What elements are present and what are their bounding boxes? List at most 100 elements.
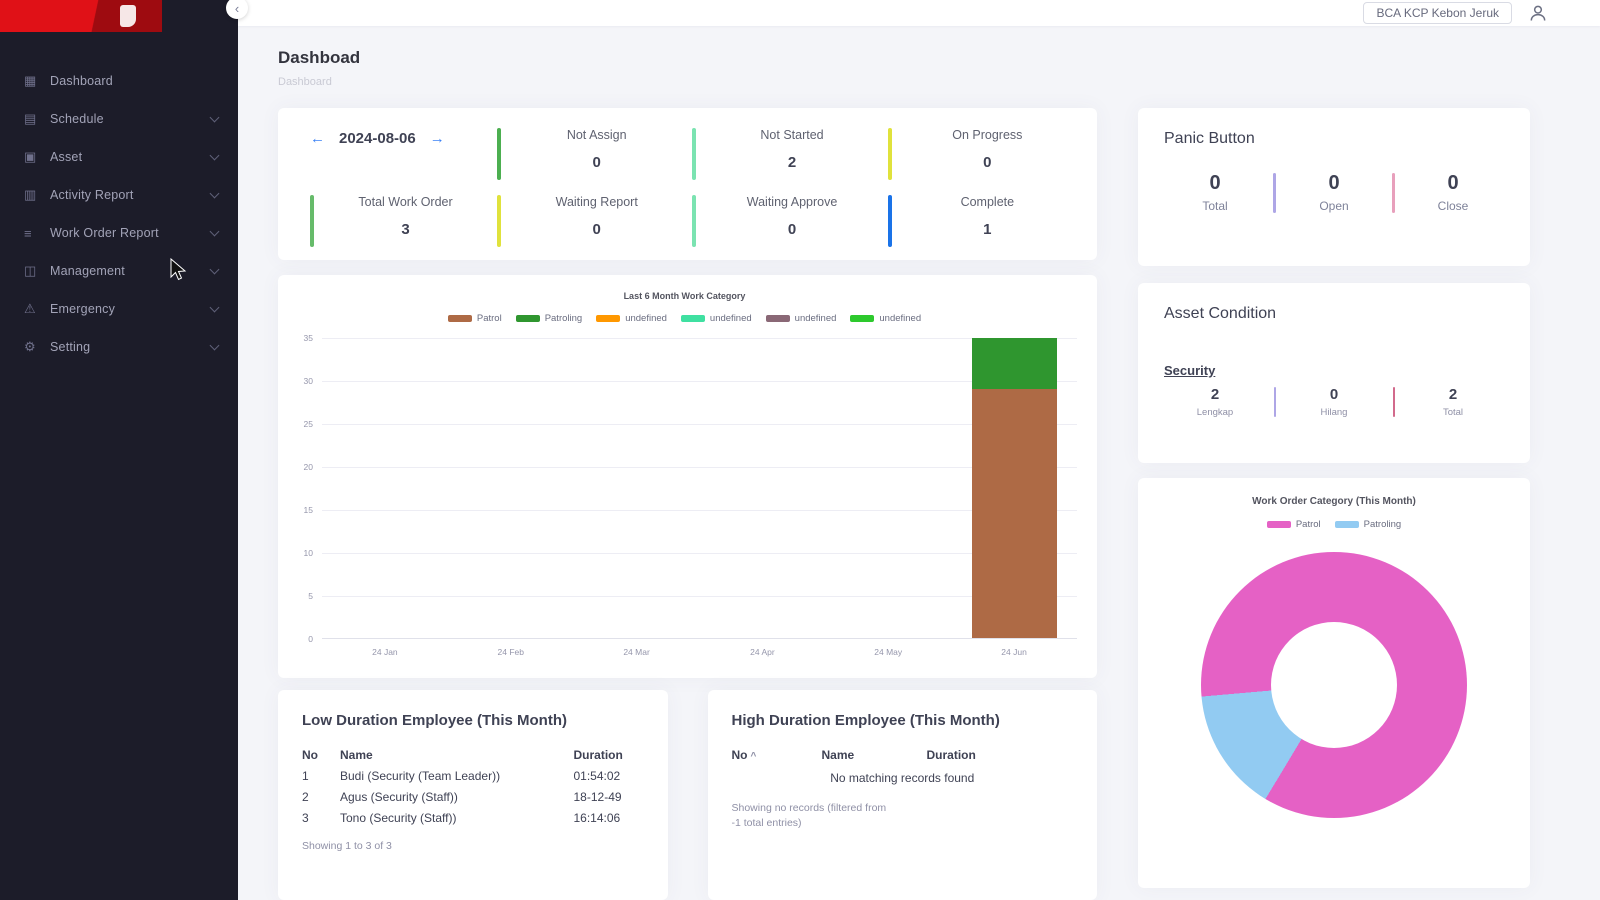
table-row[interactable]: 1 Budi (Security (Team Leader)) 01:54:02 bbox=[302, 765, 644, 786]
breadcrumb[interactable]: Dashboard bbox=[278, 76, 332, 88]
stat-value: 2 bbox=[787, 154, 797, 171]
sidebar-item-activity-report[interactable]: ▥ Activity Report bbox=[0, 176, 238, 214]
legend-swatch bbox=[596, 315, 621, 322]
panic-stat-open: 0 Open bbox=[1307, 172, 1361, 213]
stat-label: Complete bbox=[960, 195, 1015, 209]
column-header-duration[interactable]: Duration bbox=[926, 748, 976, 762]
legend-item[interactable]: Patroling bbox=[515, 313, 582, 324]
panic-stat-total: 0 Total bbox=[1188, 172, 1242, 213]
panic-button-card: Panic Button 0 Total 0 Open bbox=[1138, 108, 1530, 266]
cell-duration: 01:54:02 bbox=[573, 768, 621, 783]
stat-value: 0 bbox=[592, 154, 601, 171]
stat-value: 0 bbox=[1328, 172, 1340, 194]
divider bbox=[1273, 172, 1276, 213]
app-logo[interactable] bbox=[0, 0, 162, 32]
table-row[interactable]: 2 Agus (Security (Staff)) 18-12-49 bbox=[302, 786, 644, 807]
sidebar-item-label: Management bbox=[50, 264, 125, 278]
activity-report-icon: ▥ bbox=[24, 187, 37, 202]
donut-chart[interactable] bbox=[1201, 552, 1467, 818]
stat-value: 2 bbox=[1210, 386, 1220, 403]
divider bbox=[1392, 387, 1395, 417]
sidebar-item-label: Setting bbox=[50, 340, 91, 354]
topbar: BCA KCP Kebon Jeruk bbox=[238, 0, 1600, 26]
cell-no: 1 bbox=[302, 768, 309, 783]
high-duration-table: No ^ Name Duration No matching records fo… bbox=[732, 745, 1074, 789]
sidebar-item-schedule[interactable]: ▤ Schedule bbox=[0, 100, 238, 138]
sidebar-item-label: Schedule bbox=[50, 112, 104, 126]
asset-group-link[interactable]: Security bbox=[1164, 363, 1216, 378]
prev-date-arrow-icon[interactable]: ← bbox=[310, 130, 325, 147]
asset-icon: ▣ bbox=[24, 149, 37, 164]
stat-label: Hilang bbox=[1320, 407, 1348, 418]
legend-label: undefined bbox=[879, 313, 922, 324]
stat-on-progress: On Progress 0 bbox=[887, 128, 1083, 181]
stat-waiting-report: Waiting Report 0 bbox=[497, 195, 692, 248]
asset-stat-total: 2 Total bbox=[1430, 386, 1476, 418]
bar-chart-xaxis: 24 Jan 24 Feb 24 Mar 24 Apr 24 May 24 Jun bbox=[322, 647, 1077, 657]
branch-selector[interactable]: BCA KCP Kebon Jeruk bbox=[1363, 2, 1512, 24]
stat-accent-bar bbox=[497, 128, 502, 180]
stat-value: 0 bbox=[592, 221, 601, 238]
collapse-icon: ‹ bbox=[234, 0, 240, 16]
legend-label: undefined bbox=[709, 313, 752, 324]
sidebar-item-asset[interactable]: ▣ Asset bbox=[0, 138, 238, 176]
sidebar-item-setting[interactable]: ⚙ Setting bbox=[0, 328, 238, 366]
stat-value: 0 bbox=[1209, 172, 1221, 194]
schedule-icon: ▤ bbox=[24, 111, 37, 126]
work-category-chart-card: Last 6 Month Work Category Patrol Patroli… bbox=[278, 275, 1097, 678]
stat-label: Not Assign bbox=[566, 128, 627, 142]
sidebar-item-management[interactable]: ◫ Management bbox=[0, 252, 238, 290]
stat-total-work-order: Total Work Order 3 bbox=[310, 195, 497, 248]
sidebar-collapse-button[interactable]: ‹ bbox=[226, 0, 248, 19]
stat-accent-bar bbox=[310, 195, 314, 247]
bar-chart-yaxis: 35 30 25 20 15 10 5 0 bbox=[303, 333, 313, 644]
column-header-duration[interactable]: Duration bbox=[573, 748, 623, 762]
stat-label: Waiting Approve bbox=[746, 195, 838, 209]
sidebar-menu: ▦ Dashboard ▤ Schedule ▣ Asset ▥ Activit… bbox=[0, 32, 238, 366]
stat-accent-bar bbox=[887, 195, 892, 247]
legend-item[interactable]: undefined bbox=[765, 313, 836, 324]
table-row[interactable]: 3 Tono (Security (Staff)) 16:14:06 bbox=[302, 807, 644, 828]
legend-item[interactable]: undefined bbox=[596, 313, 667, 324]
legend-item[interactable]: Patroling bbox=[1334, 519, 1402, 530]
user-profile-icon[interactable] bbox=[1528, 3, 1548, 23]
column-header-no[interactable]: No bbox=[302, 748, 318, 762]
bar-segment-Patroling[interactable] bbox=[971, 338, 1057, 390]
stat-accent-bar bbox=[497, 195, 502, 247]
stat-not-started: Not Started 2 bbox=[692, 128, 887, 181]
asset-stat-hilang: 0 Hilang bbox=[1311, 386, 1357, 418]
column-header-name[interactable]: Name bbox=[821, 748, 855, 762]
panic-stat-close: 0 Close bbox=[1426, 172, 1480, 213]
stat-label: Waiting Report bbox=[555, 195, 638, 209]
column-header-name[interactable]: Name bbox=[340, 748, 373, 762]
bar-slot bbox=[322, 338, 448, 638]
bar-slot bbox=[951, 338, 1077, 638]
sidebar-item-emergency[interactable]: ⚠ Emergency bbox=[0, 290, 238, 328]
low-duration-card: Low Duration Employee (This Month) No Na… bbox=[278, 690, 668, 900]
legend-label: Patroling bbox=[1363, 519, 1402, 530]
divider bbox=[1273, 387, 1276, 417]
legend-label: Patrol bbox=[476, 313, 502, 324]
sidebar-item-dashboard[interactable]: ▦ Dashboard bbox=[0, 62, 238, 100]
work-order-summary-card: ← 2024-08-06 → Not Assign 0 bbox=[278, 108, 1097, 260]
chevron-down-icon bbox=[209, 302, 220, 313]
legend-item[interactable]: Patrol bbox=[447, 313, 502, 324]
page-title: Dashboad bbox=[278, 48, 361, 67]
high-duration-footer: Showing no records (filtered from -1 tot… bbox=[731, 801, 887, 830]
legend-item[interactable]: Patrol bbox=[1266, 519, 1321, 530]
next-date-arrow-icon[interactable]: → bbox=[429, 130, 445, 147]
chevron-down-icon bbox=[209, 340, 220, 351]
legend-swatch bbox=[680, 315, 705, 322]
low-duration-footer: Showing 1 to 3 of 3 bbox=[302, 840, 392, 852]
chevron-down-icon bbox=[209, 150, 220, 161]
empty-message: No matching records found bbox=[830, 771, 975, 785]
bar-segment-Patrol[interactable] bbox=[971, 389, 1057, 638]
sort-asc-icon: ^ bbox=[750, 751, 757, 762]
stat-label: Not Started bbox=[760, 128, 824, 142]
cell-name: Budi (Security (Team Leader)) bbox=[340, 768, 501, 783]
column-header-no[interactable]: No ^ bbox=[731, 748, 757, 762]
legend-item[interactable]: undefined bbox=[680, 313, 752, 324]
sidebar-item-work-order-report[interactable]: ≡ Work Order Report bbox=[0, 214, 238, 252]
legend-item[interactable]: undefined bbox=[850, 313, 921, 324]
